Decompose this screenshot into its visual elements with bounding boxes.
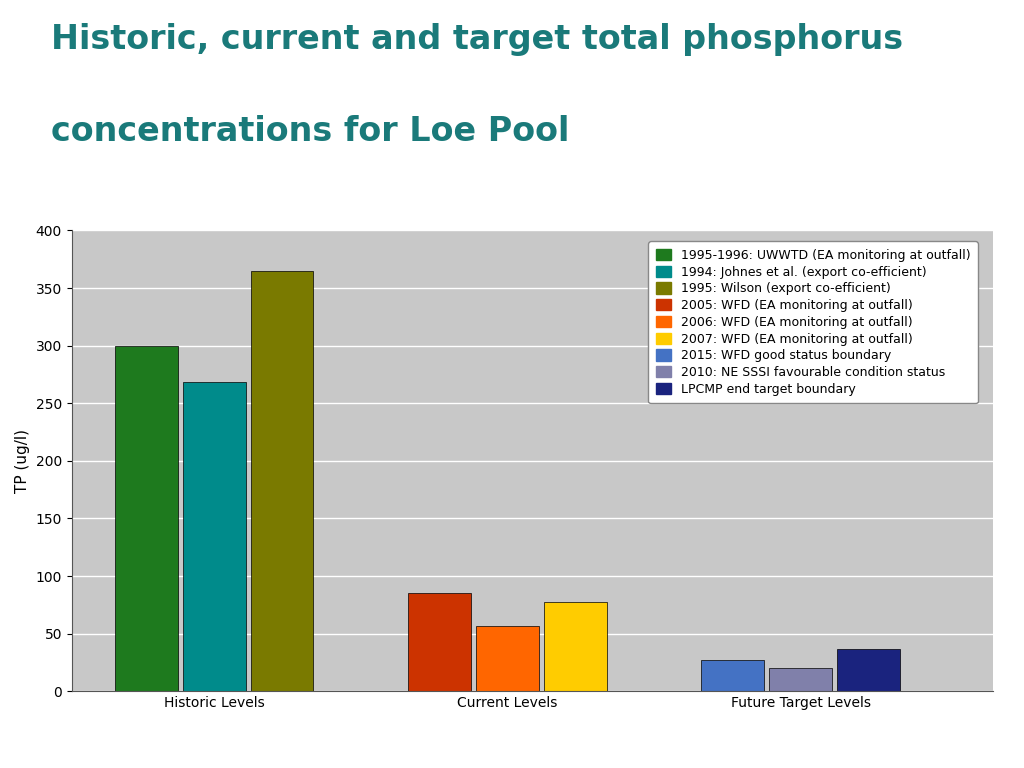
Bar — [251, 271, 313, 691]
Bar — [476, 625, 539, 691]
Bar — [701, 660, 764, 691]
Bar — [544, 602, 606, 691]
Text: Historic, current and target total phosphorus: Historic, current and target total phosp… — [51, 23, 903, 56]
Y-axis label: TP (ug/l): TP (ug/l) — [15, 429, 30, 493]
Legend: 1995-1996: UWWTD (EA monitoring at outfall), 1994: Johnes et al. (export co-effi: 1995-1996: UWWTD (EA monitoring at outfa… — [648, 241, 978, 403]
Bar — [837, 648, 900, 691]
Bar — [182, 382, 246, 691]
Bar — [769, 668, 833, 691]
Bar — [408, 594, 471, 691]
Bar — [115, 346, 178, 691]
Text: concentrations for Loe Pool: concentrations for Loe Pool — [51, 115, 569, 148]
